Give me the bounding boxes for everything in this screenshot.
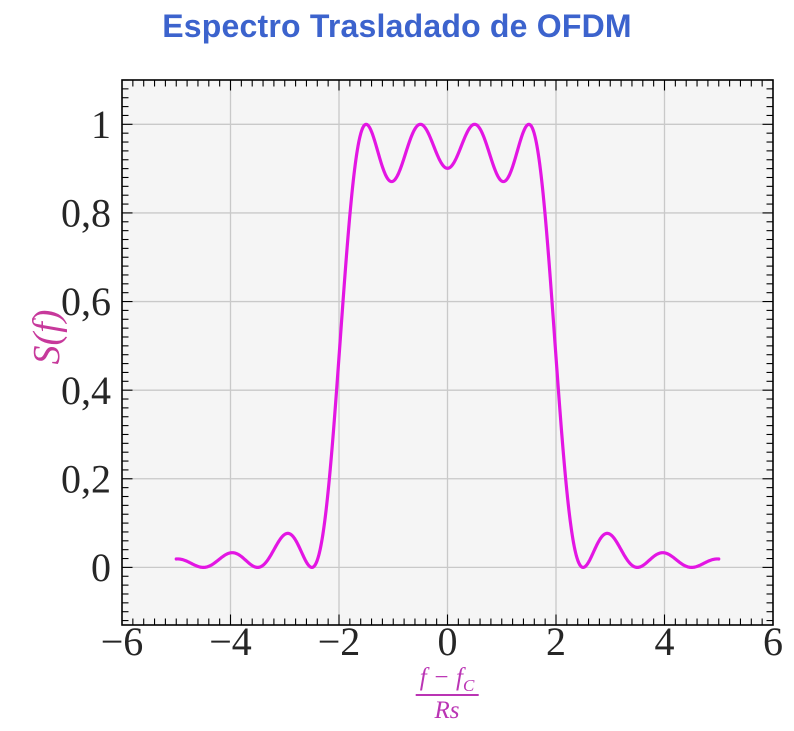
y-tick-label: 0,8 [61, 191, 111, 236]
x-label-numerator-subscript: C [462, 676, 475, 695]
x-tick-label: 6 [763, 619, 783, 664]
y-tick-label: 0,6 [61, 279, 111, 324]
x-tick-label: 4 [655, 619, 675, 664]
x-tick-label: −6 [101, 619, 144, 664]
x-tick-label: 0 [438, 619, 458, 664]
x-tick-label: −2 [318, 619, 361, 664]
gridlines [122, 80, 773, 625]
x-label-numerator-main: f − f [419, 664, 463, 691]
x-tick-label: −4 [209, 619, 252, 664]
plot-border [121, 79, 774, 626]
axis-ticks [122, 79, 773, 625]
y-tick-label: 1 [91, 102, 111, 147]
x-label-numerator: f − fC [415, 664, 479, 696]
tick-labels: −6 −4 −2 0 2 4 6 0 0,2 0,4 0,6 0,8 1 [61, 102, 783, 664]
x-label-denominator: Rs [434, 696, 460, 724]
y-tick-label: 0 [91, 545, 111, 590]
y-axis-label-text: S(f) [26, 309, 68, 365]
y-tick-label: 0,2 [61, 456, 111, 501]
x-tick-label: 2 [546, 619, 566, 664]
x-axis-label: f − fC Rs [415, 664, 479, 724]
chart-title: Espectro Trasladado de OFDM [162, 8, 632, 44]
y-tick-label: 0,4 [61, 368, 111, 413]
spectrum-curve [174, 122, 721, 569]
y-axis-label: S(f) [25, 310, 69, 365]
